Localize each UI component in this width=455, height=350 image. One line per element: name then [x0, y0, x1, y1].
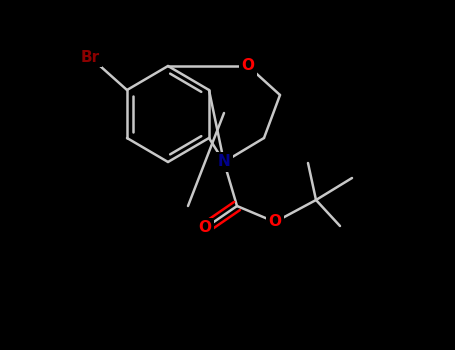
- Text: Br: Br: [81, 49, 100, 64]
- Text: O: O: [198, 220, 212, 236]
- Text: O: O: [268, 215, 282, 230]
- Text: N: N: [217, 154, 230, 169]
- Text: O: O: [242, 58, 254, 74]
